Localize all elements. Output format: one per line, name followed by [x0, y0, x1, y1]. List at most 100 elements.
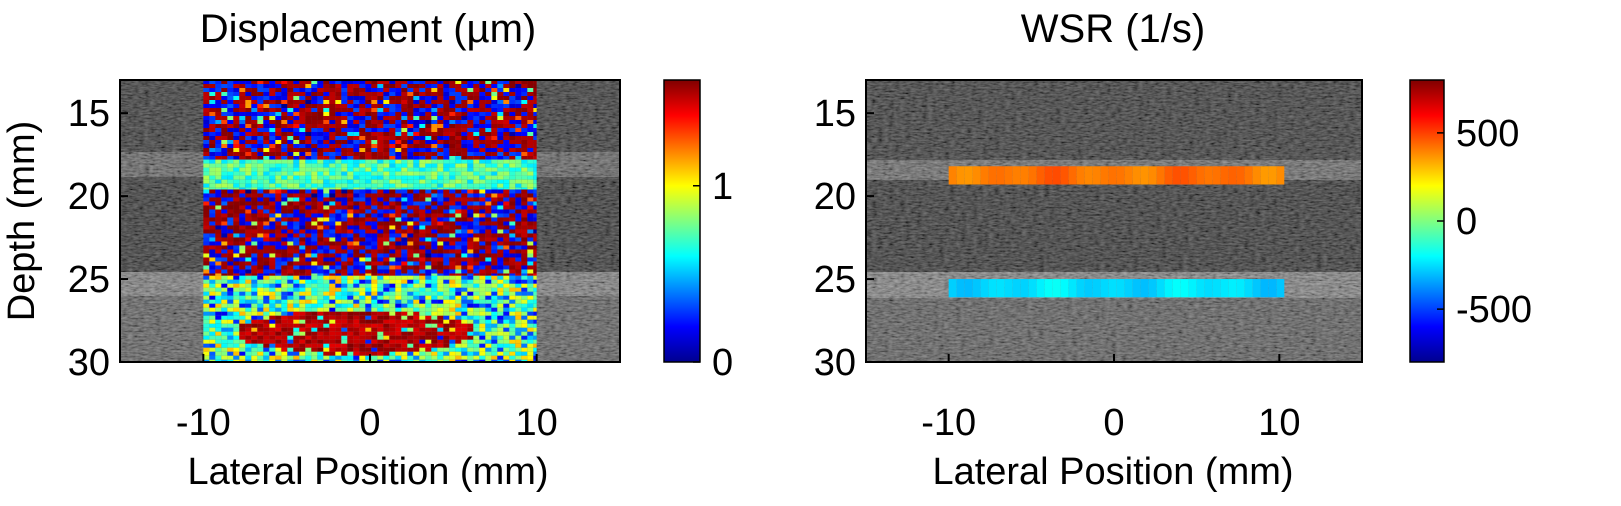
heatmap-cell [287, 287, 294, 292]
heatmap-cell [365, 213, 372, 218]
heatmap-cell [233, 291, 240, 296]
heatmap-cell [413, 189, 420, 194]
heatmap-cell [293, 355, 300, 360]
heatmap-cell [1164, 166, 1173, 185]
heatmap-cell [509, 343, 516, 348]
heatmap-cell [485, 257, 492, 262]
heatmap-cell [431, 225, 438, 230]
heatmap-cell [317, 295, 324, 300]
heatmap-cell [281, 140, 288, 144]
heatmap-cell [503, 319, 510, 324]
heatmap-cell [335, 213, 342, 218]
heatmap-cell [335, 104, 342, 108]
heatmap-cell [251, 144, 258, 148]
heatmap-cell [353, 179, 360, 184]
heatmap-cell [509, 189, 516, 194]
heatmap-cell [1172, 166, 1181, 185]
heatmap-cell [425, 359, 432, 362]
heatmap-cell [449, 116, 456, 120]
heatmap-cell [293, 104, 300, 108]
heatmap-cell [287, 355, 294, 360]
heatmap-cell [527, 213, 534, 218]
heatmap-cell [239, 273, 246, 276]
heatmap-cell [395, 303, 402, 308]
heatmap-cell [383, 327, 390, 332]
heatmap-cell [317, 351, 324, 356]
heatmap-cell [377, 189, 384, 194]
heatmap-cell [521, 189, 528, 194]
heatmap-cell [533, 179, 537, 184]
heatmap-cell [419, 108, 426, 112]
heatmap-cell [473, 241, 480, 246]
heatmap-cell [443, 92, 450, 96]
heatmap-cell [383, 343, 390, 348]
heatmap-cell [299, 335, 306, 340]
heatmap-cell [383, 273, 390, 276]
heatmap-cell [203, 287, 210, 292]
heatmap-cell [395, 279, 402, 284]
heatmap-cell [233, 96, 240, 100]
heatmap-cell [215, 359, 222, 362]
heatmap-cell [311, 100, 318, 104]
heatmap-cell [455, 148, 462, 152]
heatmap-cell [479, 245, 486, 250]
heatmap-cell [227, 100, 234, 104]
heatmap-cell [431, 84, 438, 88]
heatmap-cell [461, 213, 468, 218]
heatmap-cell [215, 287, 222, 292]
heatmap-cell [431, 311, 438, 316]
heatmap-cell [437, 279, 444, 284]
heatmap-cell [395, 156, 402, 160]
heatmap-cell [401, 201, 408, 206]
heatmap-cell [461, 175, 468, 180]
heatmap-cell [437, 303, 444, 308]
heatmap-cell [341, 136, 348, 140]
heatmap-cell [413, 253, 420, 258]
heatmap-cell [263, 167, 270, 172]
heatmap-cell [407, 355, 414, 360]
heatmap-cell [209, 136, 216, 140]
heatmap-cell [269, 88, 276, 92]
heatmap-cell [503, 175, 510, 180]
heatmap-cell [473, 261, 480, 266]
heatmap-cell [509, 249, 516, 254]
heatmap-cell [227, 163, 234, 168]
heatmap-cell [371, 148, 378, 152]
heatmap-cell [479, 327, 486, 332]
heatmap-cell [347, 225, 354, 230]
heatmap-cell [1156, 279, 1165, 298]
heatmap-cell [287, 245, 294, 250]
heatmap-cell [203, 197, 210, 202]
heatmap-cell [275, 112, 282, 116]
heatmap-cell [509, 152, 516, 156]
heatmap-cell [365, 201, 372, 206]
heatmap-cell [449, 100, 456, 104]
heatmap-cell [1060, 279, 1069, 298]
heatmap-cell [479, 96, 486, 100]
heatmap-cell [425, 209, 432, 214]
heatmap-cell [215, 209, 222, 214]
heatmap-cell [227, 140, 234, 144]
heatmap-cell [485, 152, 492, 156]
heatmap-cell [287, 217, 294, 222]
heatmap-cell [485, 229, 492, 234]
heatmap-cell [443, 116, 450, 120]
heatmap-cell [203, 92, 210, 96]
heatmap-cell [479, 299, 486, 304]
heatmap-cell [527, 100, 534, 104]
heatmap-cell [431, 159, 438, 164]
heatmap-cell [533, 175, 537, 180]
heatmap-cell [473, 167, 480, 172]
heatmap-cell [293, 253, 300, 258]
heatmap-cell [287, 257, 294, 262]
heatmap-cell [533, 245, 537, 250]
heatmap-cell [209, 331, 216, 336]
heatmap-cell [413, 303, 420, 308]
heatmap-cell [455, 351, 462, 356]
heatmap-cell [227, 331, 234, 336]
heatmap-cell [407, 319, 414, 324]
heatmap-cell [948, 279, 957, 298]
heatmap-cell [497, 303, 504, 308]
heatmap-cell [479, 221, 486, 226]
heatmap-cell [401, 343, 408, 348]
